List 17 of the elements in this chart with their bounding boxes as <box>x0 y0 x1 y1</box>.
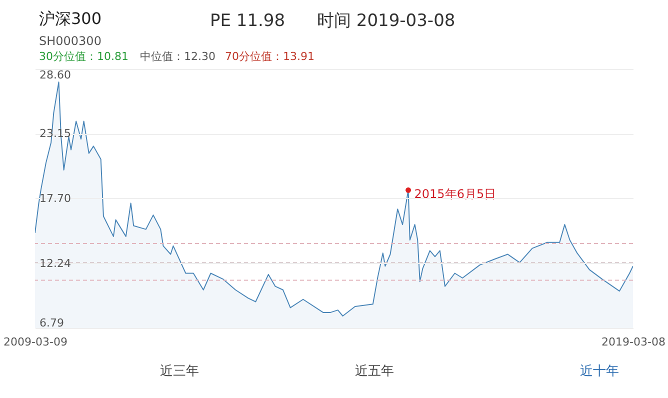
x-tick-label: 2019-03-08 <box>602 336 666 348</box>
text: 30分位值：10.81 <box>39 50 128 63</box>
y-tick-label: 17.70 <box>40 192 71 205</box>
y-tick-label: 23.15 <box>40 127 71 140</box>
chart-title: 沪深300 <box>39 9 102 28</box>
text: 中位值：12.30 <box>140 50 216 63</box>
text: 时间 2019-03-08 <box>317 11 456 31</box>
text: 近三年 <box>160 364 199 379</box>
text: 近五年 <box>355 364 394 379</box>
y-tick-label: 12.24 <box>40 256 71 270</box>
y-tick-label: 6.79 <box>40 316 64 330</box>
text: 近十年 <box>580 364 619 379</box>
text: PE 11.98 <box>210 11 286 31</box>
chart-subtitle: SH000300 <box>39 34 102 48</box>
y-tick-label: 28.60 <box>40 68 71 82</box>
text: 70分位值：13.91 <box>225 50 314 63</box>
x-tick-label: 2009-03-09 <box>4 336 68 348</box>
